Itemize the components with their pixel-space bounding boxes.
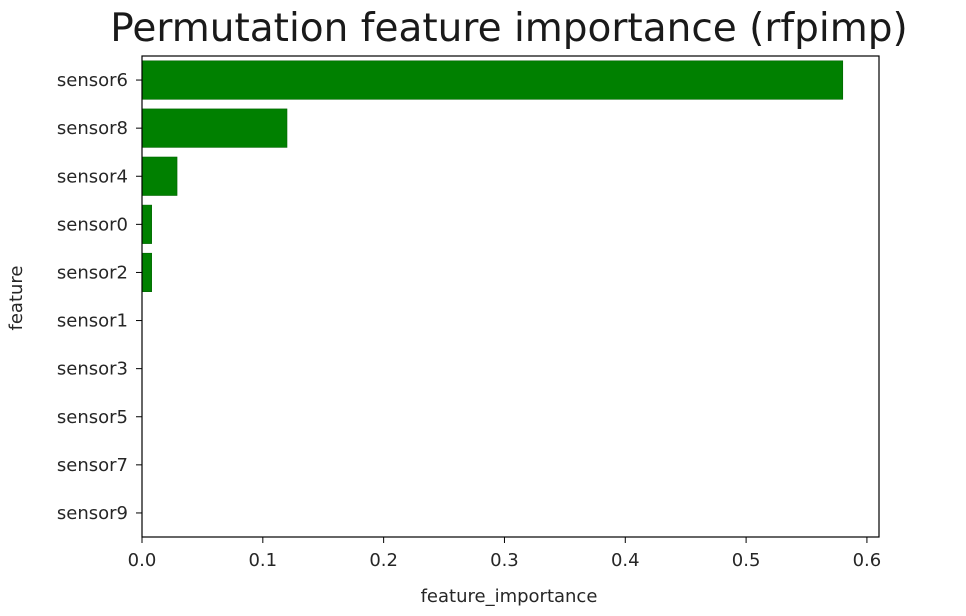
y-tick-label: sensor6 bbox=[57, 70, 128, 91]
y-tick-label: sensor7 bbox=[57, 455, 128, 476]
bar-sensor4 bbox=[141, 156, 178, 196]
chart-title: Permutation feature importance (rfpimp) bbox=[110, 6, 907, 51]
x-axis-label: feature_importance bbox=[421, 586, 598, 607]
bar-sensor6 bbox=[141, 60, 844, 100]
y-tick-label: sensor9 bbox=[57, 503, 128, 524]
y-axis: sensor6 sensor8 sensor4 sensor0 sensor2 senso… bbox=[57, 70, 142, 524]
x-tick-label: 0.6 bbox=[853, 550, 882, 571]
y-axis-label: feature bbox=[6, 266, 27, 331]
y-tick-label: sensor4 bbox=[57, 166, 128, 187]
x-axis: 0.0 0.1 0.2 0.3 0.4 0.5 0.6 bbox=[128, 537, 882, 571]
x-tick-label: 0.4 bbox=[611, 550, 640, 571]
plot-frame bbox=[141, 55, 880, 538]
bar-sensor2 bbox=[141, 252, 152, 292]
x-tick-label: 0.0 bbox=[128, 550, 157, 571]
y-tick-label: sensor8 bbox=[57, 118, 128, 139]
bar-sensor0 bbox=[141, 204, 152, 244]
y-tick-label: sensor3 bbox=[57, 359, 128, 380]
y-tick-label: sensor2 bbox=[57, 262, 128, 283]
x-tick-label: 0.1 bbox=[248, 550, 277, 571]
x-tick-label: 0.5 bbox=[732, 550, 761, 571]
y-tick-label: sensor1 bbox=[57, 311, 128, 332]
x-tick-label: 0.3 bbox=[490, 550, 519, 571]
bars-group bbox=[141, 60, 844, 292]
y-tick-label: sensor0 bbox=[57, 214, 128, 235]
x-tick-label: 0.2 bbox=[369, 550, 398, 571]
y-tick-label: sensor5 bbox=[57, 407, 128, 428]
bar-sensor8 bbox=[141, 108, 288, 148]
